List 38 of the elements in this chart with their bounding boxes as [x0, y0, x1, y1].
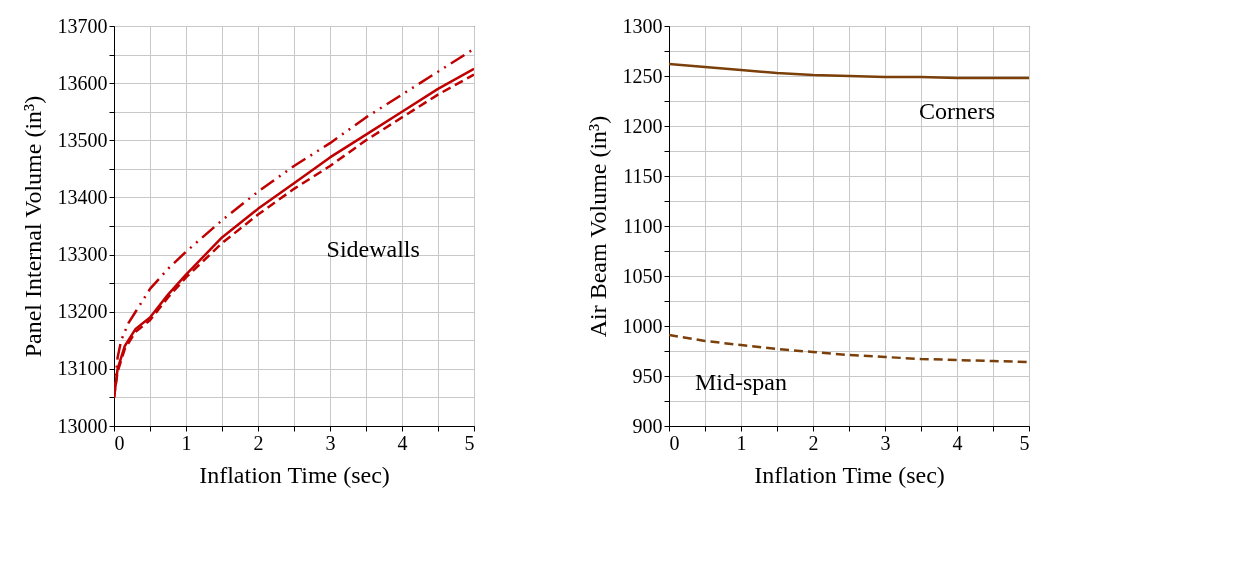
- y-tick-label: 13100: [57, 357, 108, 380]
- x-axis-title: Inflation Time (sec): [754, 461, 945, 488]
- y-tick-label: 1150: [623, 164, 663, 187]
- x-tick-label: 2: [808, 431, 819, 454]
- y-tick-label: 1050: [622, 264, 663, 287]
- y-axis-title: Air Beam Volume (in³): [584, 115, 611, 338]
- x-axis-title: Inflation Time (sec): [199, 461, 390, 488]
- y-tick-label: 13600: [57, 71, 108, 94]
- y-tick-label: 13400: [57, 185, 108, 208]
- line-series: [669, 333, 1029, 364]
- series-label: Corners: [919, 98, 995, 124]
- x-tick-label: 5: [1019, 431, 1030, 454]
- y-tick-label: 13000: [57, 414, 108, 437]
- x-tick-label: 3: [325, 431, 336, 454]
- y-tick-label: 13200: [57, 300, 108, 323]
- y-tick-label: 1000: [622, 314, 663, 337]
- y-tick-label: 13700: [57, 14, 108, 37]
- x-tick-label: 5: [464, 431, 475, 454]
- series-label: Mid-span: [695, 369, 787, 395]
- y-tick-label: 1250: [622, 64, 663, 87]
- y-tick-label: 900: [632, 414, 663, 437]
- annotation: Sidewalls: [326, 236, 420, 262]
- x-tick-label: 1: [736, 431, 747, 454]
- y-tick-label: 1300: [622, 14, 663, 37]
- line-series: [669, 62, 1029, 80]
- x-tick-label: 2: [253, 431, 264, 454]
- x-tick-label: 0: [114, 431, 125, 454]
- x-tick-label: 4: [952, 431, 963, 454]
- y-tick-label: 1200: [622, 114, 663, 137]
- x-tick-label: 0: [669, 431, 680, 454]
- x-tick-label: 1: [181, 431, 192, 454]
- y-tick-label: 13300: [57, 243, 108, 266]
- y-tick-label: 13500: [57, 128, 108, 151]
- x-tick-label: 3: [880, 431, 891, 454]
- y-axis-title: Panel Internal Volume (in³): [19, 95, 46, 358]
- y-tick-label: 1100: [623, 214, 663, 237]
- y-tick-label: 950: [632, 364, 663, 387]
- x-tick-label: 4: [397, 431, 408, 454]
